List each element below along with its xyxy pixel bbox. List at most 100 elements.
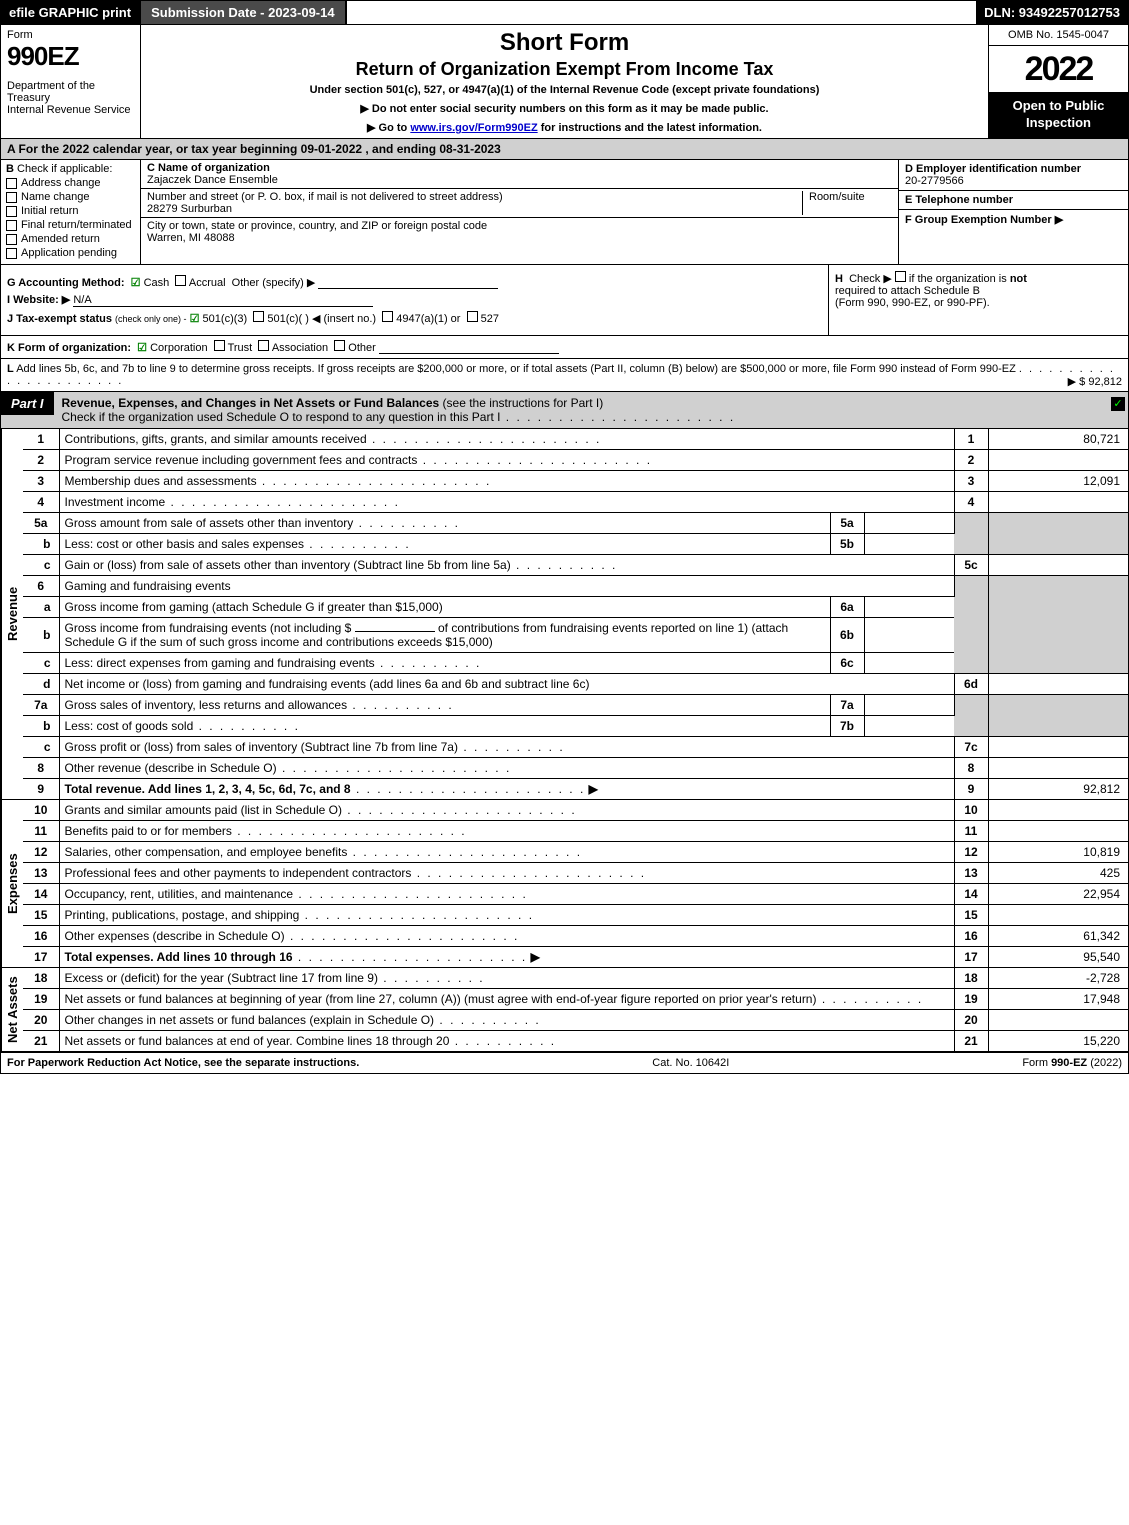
part-1-title-rest: (see the instructions for Part I): [439, 396, 603, 410]
desc-text: Contributions, gifts, grants, and simila…: [65, 432, 367, 446]
line-num: 6: [23, 576, 59, 597]
line-num: 17: [23, 947, 59, 968]
checkbox-icon: [382, 311, 393, 322]
g-other-field[interactable]: [318, 275, 498, 289]
desc-text: Professional fees and other payments to …: [65, 866, 412, 880]
checkbox-icon[interactable]: [895, 271, 906, 282]
section-c: C Name of organization Zajaczek Dance En…: [141, 160, 898, 264]
checkbox-icon: [6, 178, 17, 189]
line-5a: 5a Gross amount from sale of assets othe…: [23, 513, 1128, 534]
section-g: G Accounting Method: ☑ Cash Accrual Othe…: [7, 275, 822, 289]
right-val: [988, 1010, 1128, 1031]
shaded-cell: [988, 576, 1128, 674]
section-i: I Website: ▶ N/A: [7, 293, 822, 307]
blank-field[interactable]: [355, 631, 435, 632]
check-address-change[interactable]: Address change: [6, 177, 135, 189]
line-desc: Less: direct expenses from gaming and fu…: [59, 653, 830, 674]
part-1-title-bold: Revenue, Expenses, and Changes in Net As…: [62, 396, 440, 410]
h-text2: if the organization is: [909, 273, 1007, 285]
part-1-check[interactable]: ✓: [1108, 392, 1128, 415]
mini-num: 6b: [830, 618, 864, 653]
line-num: 20: [23, 1010, 59, 1031]
line-desc: Occupancy, rent, utilities, and maintena…: [59, 884, 954, 905]
footer-right-form: 990-EZ: [1051, 1057, 1087, 1069]
mini-num: 7b: [830, 716, 864, 737]
dots: [816, 992, 923, 1006]
right-num: 15: [954, 905, 988, 926]
form-number: 990EZ: [7, 41, 134, 72]
right-val: [988, 450, 1128, 471]
right-num: 16: [954, 926, 988, 947]
line-desc: Gross income from fundraising events (no…: [59, 618, 830, 653]
dept-label: Department of the Treasury: [7, 80, 134, 104]
line-num: 10: [23, 800, 59, 821]
line-7c: c Gross profit or (loss) from sales of i…: [23, 737, 1128, 758]
netassets-table: 18Excess or (deficit) for the year (Subt…: [23, 968, 1128, 1051]
right-val: 61,342: [988, 926, 1128, 947]
line-20: 20 Other changes in net assets or fund ba…: [23, 1010, 1128, 1031]
desc-text: Less: direct expenses from gaming and fu…: [65, 656, 375, 670]
block-bcd: B Check if applicable: Address change Na…: [0, 160, 1129, 265]
footer-right-prefix: Form: [1022, 1057, 1051, 1069]
line-desc: Gross amount from sale of assets other t…: [59, 513, 830, 534]
opt-address: Address change: [21, 177, 101, 189]
desc-text: Program service revenue including govern…: [65, 453, 418, 467]
org-name-row: C Name of organization Zajaczek Dance En…: [141, 160, 898, 189]
tel-label: E Telephone number: [905, 194, 1122, 206]
line-num: b: [23, 716, 59, 737]
right-num: 4: [954, 492, 988, 513]
line-desc: Gain or (loss) from sale of assets other…: [59, 555, 954, 576]
dots: [353, 516, 460, 530]
k-corp: Corporation: [150, 342, 207, 354]
checkbox-icon: [6, 220, 17, 231]
j-501c: 501(c)( ) ◀ (insert no.): [267, 313, 376, 325]
group-cell: F Group Exemption Number ▶: [899, 210, 1128, 264]
k-other: Other: [348, 342, 376, 354]
dots: [347, 698, 454, 712]
j-501c3: 501(c)(3): [203, 313, 248, 325]
footer-mid: Cat. No. 10642I: [652, 1057, 729, 1069]
desc-text: Other expenses (describe in Schedule O): [65, 929, 285, 943]
line-4: 4 Investment income 4: [23, 492, 1128, 513]
dots: [193, 719, 300, 733]
line-15: 15Printing, publications, postage, and s…: [23, 905, 1128, 926]
right-val: 95,540: [988, 947, 1128, 968]
dots: [375, 656, 482, 670]
street-value: 28279 Surburban: [147, 203, 802, 215]
check-initial-return[interactable]: Initial return: [6, 205, 135, 217]
irs-link[interactable]: www.irs.gov/Form990EZ: [410, 122, 537, 134]
mini-val: [864, 597, 954, 618]
line-desc: Total revenue. Add lines 1, 2, 3, 4, 5c,…: [59, 779, 954, 800]
checkbox-icon: [6, 206, 17, 217]
line-desc: Contributions, gifts, grants, and simila…: [59, 429, 954, 450]
dots: [449, 1034, 556, 1048]
h-text1: Check ▶: [849, 273, 892, 285]
desc-text: Other changes in net assets or fund bala…: [65, 1013, 435, 1027]
right-val: 15,220: [988, 1031, 1128, 1052]
line-num: 13: [23, 863, 59, 884]
arrow-icon: ▶: [589, 782, 598, 796]
line-num: a: [23, 597, 59, 618]
checkbox-icon: [6, 234, 17, 245]
check-final-return[interactable]: Final return/terminated: [6, 219, 135, 231]
shaded-cell: [954, 695, 988, 737]
footer-right-suffix: (2022): [1087, 1057, 1122, 1069]
check-amended-return[interactable]: Amended return: [6, 233, 135, 245]
dots: [299, 908, 534, 922]
desc-text: Gross amount from sale of assets other t…: [65, 516, 354, 530]
k-other-field[interactable]: [379, 340, 559, 354]
line-17: 17Total expenses. Add lines 10 through 1…: [23, 947, 1128, 968]
checkbox-icon: [258, 340, 269, 351]
check-application-pending[interactable]: Application pending: [6, 247, 135, 259]
desc-text: Benefits paid to or for members: [65, 824, 232, 838]
footer-right: Form 990-EZ (2022): [1022, 1057, 1122, 1069]
right-num: 20: [954, 1010, 988, 1031]
title-subtitle: Return of Organization Exempt From Incom…: [149, 59, 980, 80]
title-block: Short Form Return of Organization Exempt…: [141, 25, 988, 138]
line-8: 8 Other revenue (describe in Schedule O)…: [23, 758, 1128, 779]
check-name-change[interactable]: Name change: [6, 191, 135, 203]
line-6d: d Net income or (loss) from gaming and f…: [23, 674, 1128, 695]
inspection-badge: Open to Public Inspection: [989, 92, 1128, 138]
h-label: H: [835, 273, 843, 285]
checkbox-icon: [6, 192, 17, 203]
